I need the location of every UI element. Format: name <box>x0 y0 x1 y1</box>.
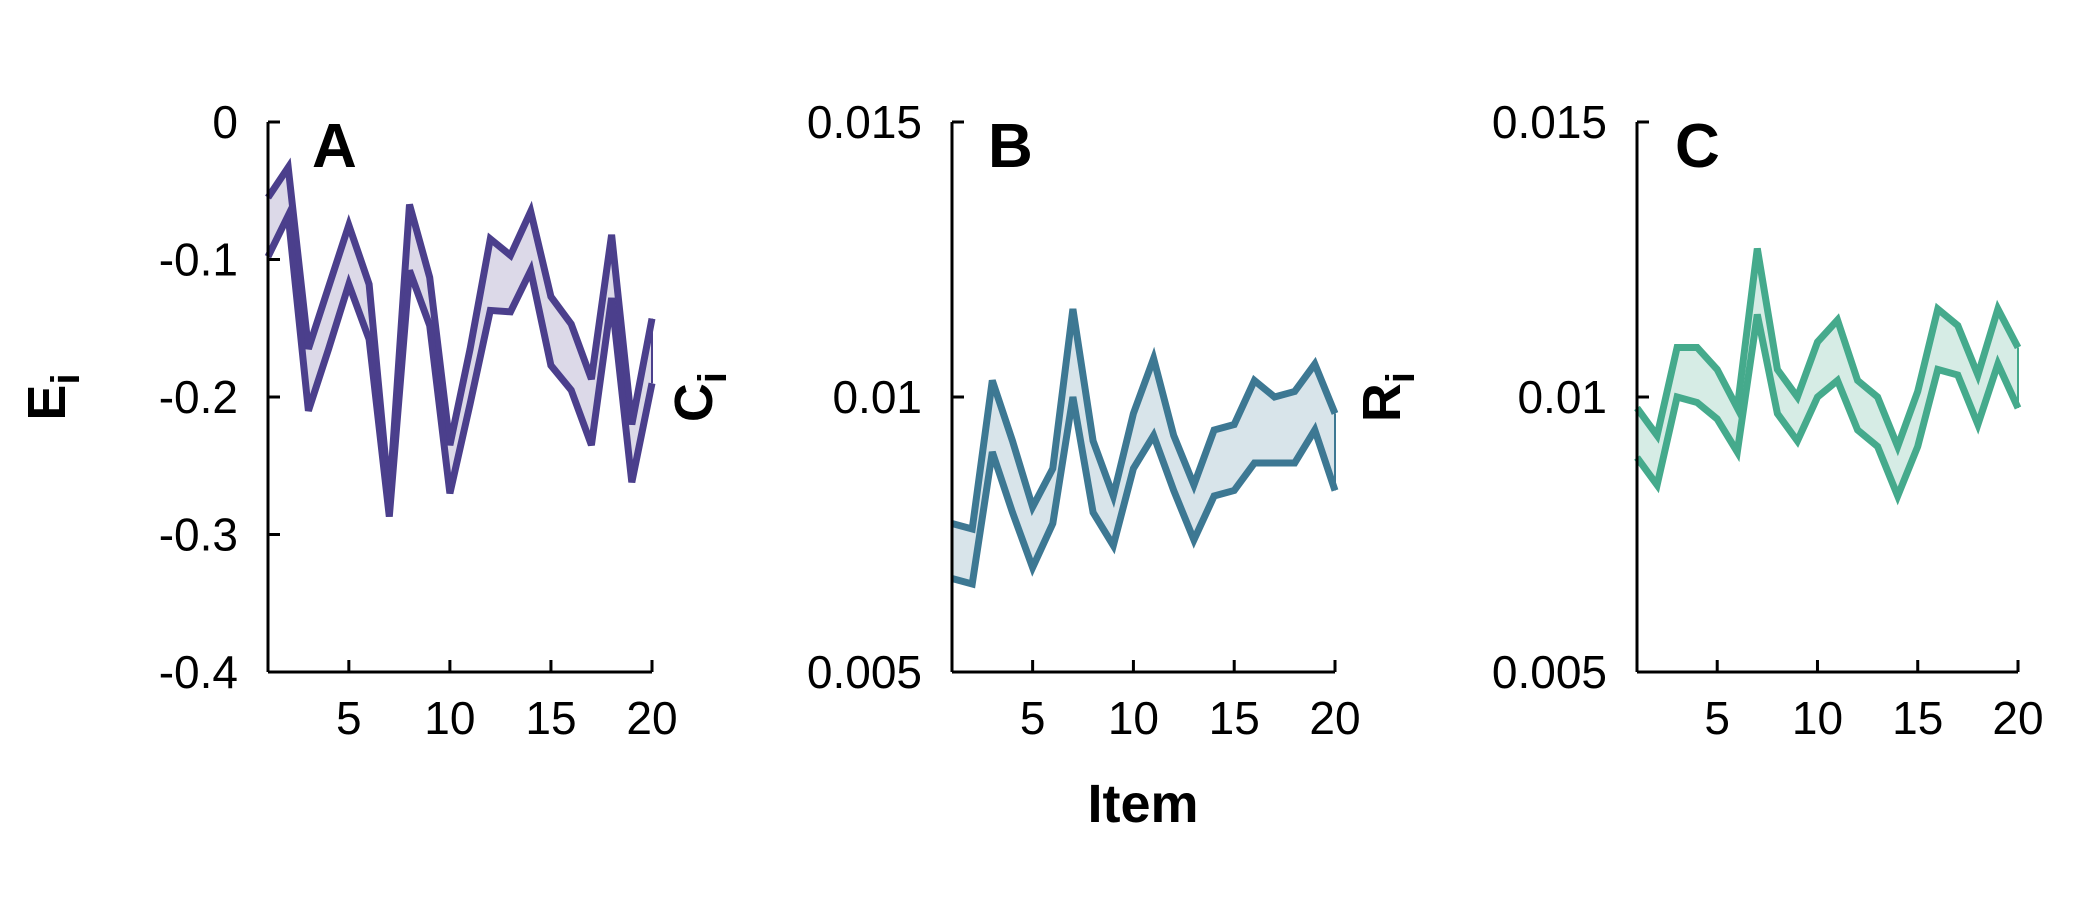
series-line-lower-C <box>1634 313 2022 506</box>
panel-letter-A: A <box>312 112 357 181</box>
band-fill-C <box>1637 248 2018 496</box>
y-axis-label-C: Ri <box>1352 372 1423 422</box>
x-tick-label-C: 5 <box>1704 692 1730 744</box>
x-axis-title: Item <box>1087 774 1198 834</box>
y-axis-label-text-A: Ei <box>17 373 88 420</box>
y-tick-label-B: 0.005 <box>807 646 922 698</box>
y-tick-label-A: 0 <box>212 96 238 148</box>
y-tick-label-C: 0.01 <box>1517 371 1607 423</box>
y-tick-label-B: 0.01 <box>832 371 922 423</box>
series-line-upper-B <box>951 308 1339 534</box>
y-axis-label-subscript: i <box>44 373 88 384</box>
y-axis-label-main: E <box>17 385 77 421</box>
y-axis-label-main: C <box>664 383 724 422</box>
x-tick-label-B: 15 <box>1209 692 1260 744</box>
y-axis-label-text-C: Ri <box>1352 372 1423 422</box>
x-tick-label-C: 15 <box>1892 692 1943 744</box>
y-tick-label-B: 0.015 <box>807 96 922 148</box>
y-axis-label-main: R <box>1352 383 1412 422</box>
y-axis-label-subscript: i <box>691 372 735 383</box>
y-tick-label-C: 0.015 <box>1492 96 1607 148</box>
y-tick-label-C: 0.005 <box>1492 646 1607 698</box>
y-tick-label-A: -0.4 <box>159 646 238 698</box>
x-tick-label-C: 10 <box>1792 692 1843 744</box>
panel-letter-C: C <box>1675 112 1720 181</box>
x-tick-label-B: 5 <box>1020 692 1046 744</box>
series-line-lower-B <box>951 396 1339 589</box>
y-tick-label-A: -0.1 <box>159 234 238 286</box>
y-axis-label-A: Ei <box>17 373 88 420</box>
y-axis-label-B: Ci <box>664 372 735 422</box>
x-tick-label-B: 10 <box>1108 692 1159 744</box>
x-tick-label-C: 20 <box>1992 692 2043 744</box>
x-tick-label-A: 5 <box>336 692 362 744</box>
series-line-upper-A <box>265 157 656 501</box>
y-tick-label-A: -0.3 <box>159 509 238 561</box>
y-tick-label-A: -0.2 <box>159 371 238 423</box>
series-line-lower-A <box>264 203 656 517</box>
y-axis-label-text-B: Ci <box>664 372 735 422</box>
y-axis-label-subscript: i <box>1379 372 1423 383</box>
x-tick-label-A: 20 <box>626 692 677 744</box>
series-line-upper-C <box>1634 247 2022 457</box>
x-tick-label-A: 10 <box>424 692 475 744</box>
x-tick-label-A: 15 <box>525 692 576 744</box>
x-tick-label-B: 20 <box>1309 692 1360 744</box>
panel-letter-B: B <box>988 112 1033 181</box>
